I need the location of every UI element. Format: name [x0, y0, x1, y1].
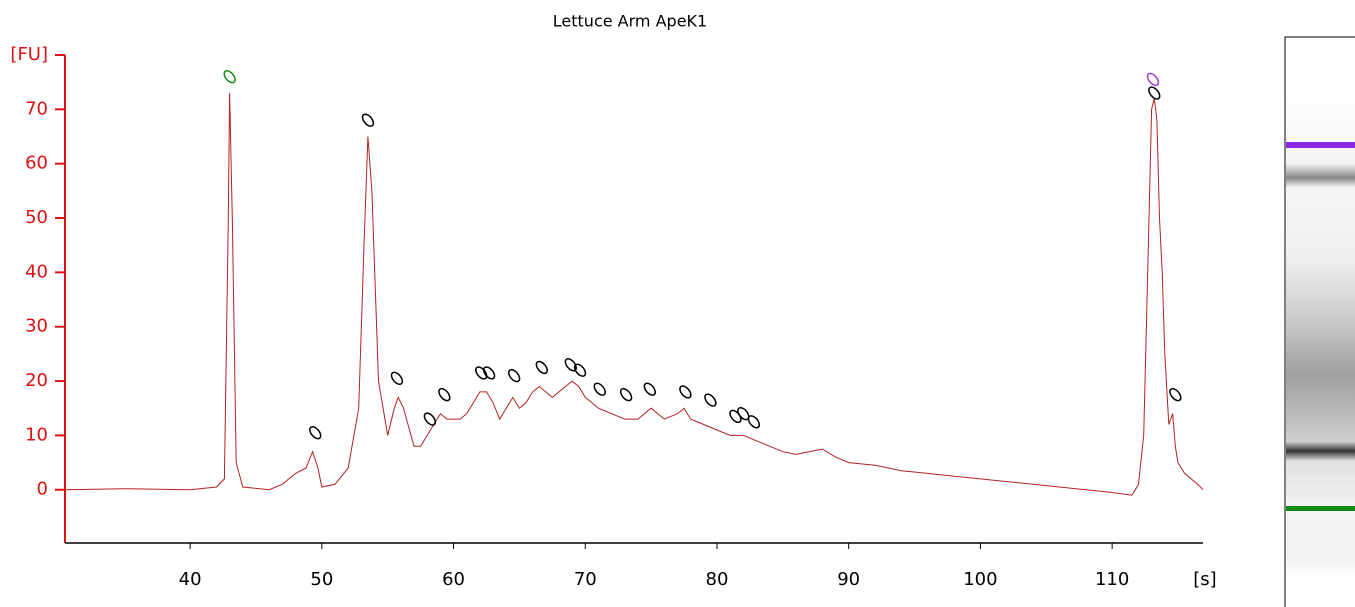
peak-marker — [619, 387, 633, 402]
peak-marker — [643, 382, 656, 396]
peak-marker — [573, 363, 587, 377]
peak-marker — [309, 425, 322, 440]
peak-marker — [1148, 86, 1161, 100]
peak-marker — [535, 360, 548, 375]
peak-marker — [223, 70, 236, 84]
chart-title: Lettuce Arm ApeK1 — [553, 12, 707, 31]
peak-marker — [507, 368, 521, 383]
peak-marker — [1146, 72, 1160, 87]
y-tick-label: 30 — [25, 316, 48, 337]
trace — [64, 92, 1204, 496]
x-tick-label: 90 — [837, 569, 860, 590]
y-tick-label: 0 — [37, 479, 48, 500]
x-axis-label: [s] — [1193, 569, 1216, 590]
peak-marker — [438, 387, 451, 402]
peak-marker — [1169, 387, 1182, 402]
y-tick-label: 40 — [25, 261, 48, 282]
x-tick-label: 40 — [179, 569, 202, 590]
y-axis-label: [FU] — [10, 44, 48, 65]
y-tick-label: 70 — [25, 98, 48, 119]
peak-marker — [747, 415, 761, 429]
x-tick-label: 50 — [310, 569, 333, 590]
y-tick-label: 60 — [25, 153, 48, 174]
peak-marker — [423, 412, 437, 426]
x-tick-label: 100 — [963, 569, 997, 590]
peak-marker — [679, 385, 692, 399]
x-tick-label: 60 — [442, 569, 465, 590]
x-tick-label: 70 — [574, 569, 597, 590]
y-tick-label: 20 — [25, 370, 48, 391]
x-tick-label: 110 — [1095, 569, 1129, 590]
y-tick-label: 10 — [25, 424, 48, 445]
peak-marker — [593, 382, 606, 396]
peak-marker — [704, 393, 717, 407]
peak-marker — [390, 371, 404, 386]
peak-marker — [482, 366, 496, 380]
gel-lane — [1284, 36, 1355, 607]
x-tick-label: 80 — [706, 569, 729, 590]
peak-marker — [361, 113, 375, 127]
y-tick-label: 50 — [25, 207, 48, 228]
